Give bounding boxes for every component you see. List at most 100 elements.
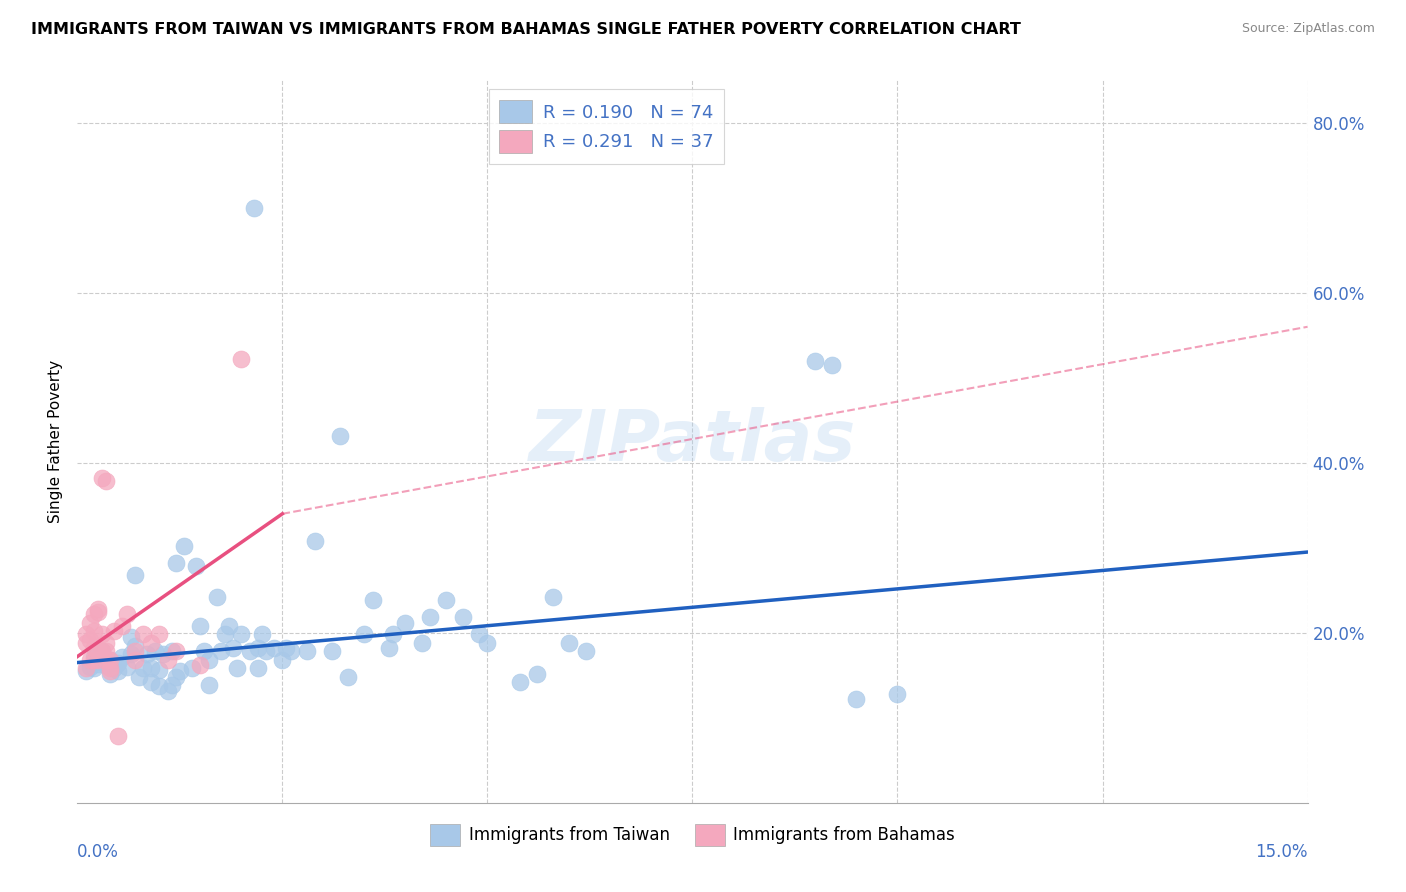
Point (509, 675, 531, 690)
Point (98, 653, 121, 667)
Point (165, 644, 187, 658)
Point (75, 661, 97, 675)
Point (79, 653, 101, 667)
Point (124, 644, 146, 658)
Text: ZIPatlas: ZIPatlas (529, 407, 856, 476)
Point (136, 647, 159, 661)
Point (115, 660, 138, 674)
Point (254, 644, 277, 658)
Point (94, 636, 117, 650)
Point (143, 644, 166, 658)
Point (156, 683, 179, 698)
Point (378, 641, 401, 656)
Point (304, 533, 326, 548)
Point (75, 627, 97, 641)
Point (436, 593, 458, 607)
Point (87, 605, 110, 619)
Y-axis label: Single Father Poverty: Single Father Poverty (48, 360, 63, 523)
Point (94, 644, 117, 658)
Text: IMMIGRANTS FROM TAIWAN VS IMMIGRANTS FROM BAHAMAS SINGLE FATHER POVERTY CORRELAT: IMMIGRANTS FROM TAIWAN VS IMMIGRANTS FRO… (31, 22, 1021, 37)
Point (148, 627, 170, 641)
Point (451, 610, 474, 624)
Point (83, 624, 105, 639)
Point (242, 201, 264, 215)
Point (141, 636, 163, 650)
Point (160, 678, 183, 692)
Point (124, 653, 146, 667)
Point (181, 661, 204, 675)
Text: 0.0%: 0.0% (77, 843, 120, 861)
Point (111, 649, 134, 664)
Point (353, 627, 375, 641)
Point (90, 471, 114, 485)
Point (382, 627, 405, 641)
Point (87, 644, 110, 658)
Point (107, 656, 129, 670)
Point (394, 615, 416, 630)
Point (141, 675, 163, 690)
Point (411, 636, 433, 650)
Point (209, 644, 232, 658)
Point (94, 658, 117, 673)
Point (197, 678, 219, 692)
Point (173, 539, 195, 553)
Point (94, 653, 117, 667)
Point (197, 653, 219, 667)
Point (329, 428, 352, 442)
Point (148, 663, 170, 677)
Point (169, 664, 191, 678)
Point (87, 602, 110, 616)
Point (83, 649, 105, 664)
Legend: Immigrants from Taiwan, Immigrants from Bahamas: Immigrants from Taiwan, Immigrants from … (423, 818, 962, 852)
Point (132, 627, 155, 641)
Point (128, 670, 150, 684)
Point (218, 619, 240, 633)
Point (90, 627, 114, 641)
Point (83, 641, 105, 656)
Point (558, 636, 581, 650)
Point (107, 730, 129, 744)
Point (214, 627, 236, 641)
Point (276, 641, 298, 656)
Point (239, 644, 262, 658)
Point (188, 658, 212, 673)
Point (79, 660, 101, 674)
Point (87, 653, 110, 667)
Point (90, 644, 114, 658)
Point (193, 644, 215, 658)
Point (231, 627, 253, 641)
Point (246, 641, 269, 656)
Point (419, 610, 441, 624)
Point (111, 619, 134, 633)
Point (575, 644, 598, 658)
Point (205, 590, 228, 604)
Point (132, 661, 155, 675)
Point (98, 666, 121, 681)
Point (124, 639, 146, 653)
Point (83, 653, 105, 667)
Point (141, 661, 163, 675)
Point (124, 568, 146, 582)
Point (98, 653, 121, 667)
Point (160, 644, 183, 658)
Point (804, 353, 827, 368)
Point (79, 632, 101, 647)
Point (821, 358, 844, 372)
Point (120, 647, 142, 661)
Text: 15.0%: 15.0% (1256, 843, 1308, 861)
Point (148, 679, 170, 693)
Point (107, 664, 129, 678)
Point (337, 670, 360, 684)
Point (90, 644, 114, 658)
Point (250, 627, 273, 641)
Point (188, 619, 212, 633)
Point (361, 593, 384, 607)
Point (120, 630, 142, 644)
Point (263, 641, 285, 656)
Point (886, 687, 908, 701)
Point (83, 607, 105, 621)
Point (152, 647, 174, 661)
Point (98, 661, 121, 675)
Point (87, 657, 110, 672)
Point (231, 352, 253, 367)
